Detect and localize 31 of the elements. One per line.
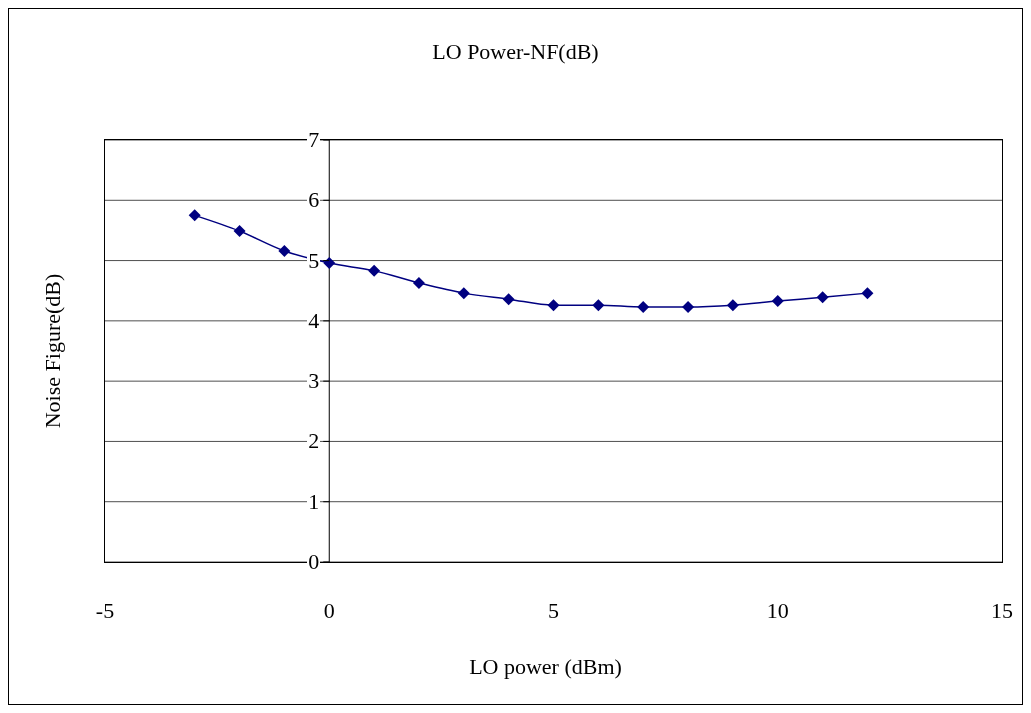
- y-tick-label: 0: [307, 549, 321, 575]
- x-tick-label: -5: [95, 598, 115, 623]
- y-axis-title: Noise Figure(dB): [40, 273, 66, 429]
- y-tick-label: 7: [307, 127, 321, 153]
- point: [502, 293, 515, 306]
- point: [726, 299, 739, 312]
- x-axis-title: LO power (dBm): [468, 654, 623, 680]
- point: [188, 209, 201, 222]
- point: [368, 264, 381, 277]
- point: [412, 276, 425, 289]
- point: [771, 294, 784, 307]
- x-tick-label: 10: [766, 598, 789, 623]
- y-tick-label: 6: [307, 187, 321, 214]
- y-tick-label: 5: [307, 247, 321, 274]
- y-tick-label: 1: [307, 488, 321, 515]
- y-tick-label: 3: [307, 368, 321, 395]
- point: [278, 244, 291, 257]
- point: [816, 291, 829, 304]
- point: [323, 256, 336, 269]
- point: [457, 287, 470, 300]
- x-tick-label: 15: [991, 598, 1013, 623]
- y-tick-label: 2: [307, 428, 321, 455]
- point: [233, 225, 246, 238]
- point: [547, 299, 560, 312]
- chart-title: LO Power-NF(dB): [431, 39, 600, 65]
- point: [637, 300, 650, 313]
- y-tick-label: 4: [307, 307, 321, 334]
- point: [592, 299, 605, 312]
- point: [861, 287, 874, 300]
- point: [682, 300, 695, 313]
- x-tick-label: 5: [548, 598, 559, 623]
